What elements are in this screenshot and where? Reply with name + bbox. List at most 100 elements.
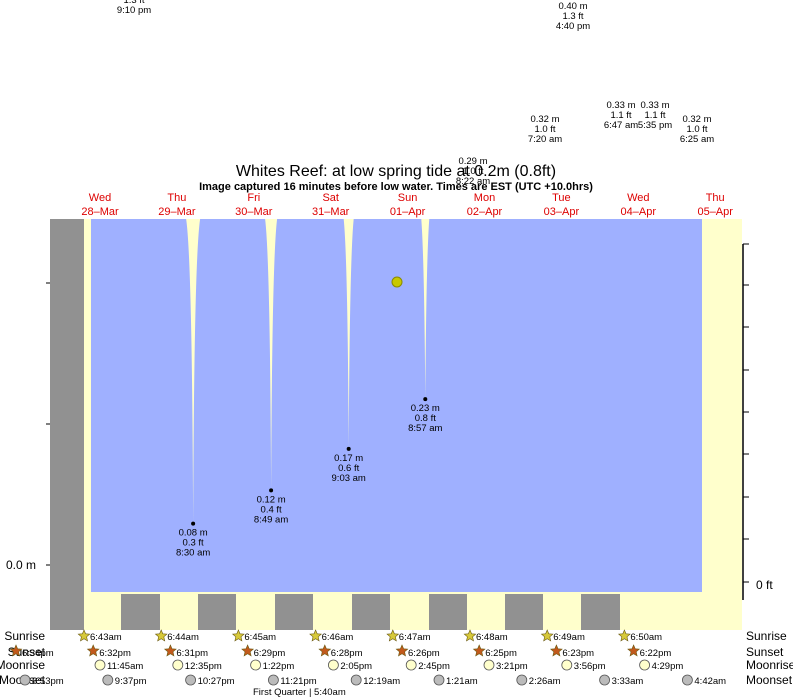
- night-stripe: [352, 594, 390, 630]
- high-tide-metres: 0.33 m: [640, 100, 669, 111]
- low-tide-labels: 0.08 m0.3 ft8:30 am 0.12 m0.4 ft8:49 am 0.…: [176, 397, 443, 559]
- right-axis: [742, 243, 749, 600]
- moonrise-icon: [172, 659, 184, 671]
- high-tide-feet: 1.1 ft: [610, 110, 631, 121]
- high-tide-feet: 1.0 ft: [462, 166, 483, 177]
- sunset-icon: [86, 644, 100, 657]
- low-tide-metres: 0.08 m: [179, 528, 208, 539]
- moonset-icon: [19, 674, 31, 686]
- sunset-icon: [163, 644, 177, 657]
- moonrise-icon: [639, 659, 650, 671]
- night-panel-left: [50, 219, 84, 630]
- high-tide-time: 9:10 pm: [117, 5, 151, 16]
- day-date: 28–Mar: [81, 206, 119, 218]
- night-stripe: [429, 594, 467, 630]
- sunset-icon: [472, 644, 486, 657]
- sunset-time: 6:29pm: [254, 648, 286, 659]
- moonrise-time: 4:29pm: [652, 661, 684, 672]
- day-name: Thu: [167, 192, 186, 204]
- day-name: Thu: [706, 192, 725, 204]
- sunrise-time: 6:50am: [630, 632, 662, 643]
- moonrise-row: 11:45am 12:35pm 1:22pm 2:05pm 2:45pm 3:21pm 3:…: [94, 659, 684, 672]
- sunset-time: 6:31pm: [176, 648, 208, 659]
- moonset-time: 1:21am: [446, 676, 478, 687]
- moonrise-time: 3:21pm: [496, 661, 528, 672]
- day-date: 31–Mar: [312, 206, 350, 218]
- low-tide-metres: 0.17 m: [334, 453, 363, 464]
- moonset-time: 3:33am: [612, 676, 644, 687]
- day-date: 01–Apr: [390, 206, 426, 218]
- day-name: Mon: [474, 192, 495, 204]
- low-tide-time: 8:30 am: [176, 548, 210, 559]
- night-stripe: [121, 594, 160, 630]
- sunrise-time: 6:43am: [90, 632, 122, 643]
- high-tide-metres: 0.29 m: [458, 156, 487, 167]
- moonset-icon: [102, 674, 114, 686]
- moonrise-icon: [250, 659, 262, 671]
- moonset-icon: [350, 674, 362, 686]
- low-tide-point: [423, 397, 428, 402]
- day-date: 04–Apr: [621, 206, 657, 218]
- moonset-icon: [185, 674, 197, 686]
- moonset-icon: [599, 674, 610, 686]
- low-tide-feet: 0.3 ft: [183, 538, 204, 549]
- sunrise-row: 6:43am 6:44am 6:45am 6:46am 6:47am 6:48am 6:49…: [77, 629, 662, 643]
- sunrise-time: 6:45am: [244, 632, 276, 643]
- day-date: 03–Apr: [544, 206, 580, 218]
- high-tide-time: 4:40 pm: [556, 21, 590, 32]
- sunset-row: 6:34pm 6:32pm 6:31pm 6:29pm 6:28pm 6:26pm 6:25…: [9, 644, 671, 659]
- high-tide-metres: 0.32 m: [530, 114, 559, 125]
- low-tide-point: [346, 446, 351, 451]
- moonset-time: 12:19am: [363, 676, 400, 687]
- high-tide-feet: 1.0 ft: [686, 124, 707, 135]
- moonrise-time: 3:56pm: [574, 661, 606, 672]
- right-axis-label: 0 ft: [756, 578, 773, 592]
- sunset-time: 6:23pm: [562, 648, 594, 659]
- high-tide-feet: 1.1 ft: [644, 110, 665, 121]
- sunset-label-right: Sunset: [746, 645, 784, 659]
- high-tide-metres: 0.32 m: [682, 114, 711, 125]
- low-tide-feet: 0.4 ft: [261, 504, 282, 515]
- moonset-icon: [682, 674, 693, 686]
- sunset-time: 6:26pm: [408, 648, 440, 659]
- sunrise-icon: [617, 629, 631, 642]
- moonset-icon: [267, 674, 279, 686]
- low-tide-point: [191, 521, 196, 526]
- day-name: Sat: [322, 192, 339, 204]
- night-stripe: [275, 594, 313, 630]
- water-area: [91, 219, 702, 592]
- row-labels-right: Sunrise Sunset Moonrise Moonset: [746, 629, 793, 687]
- sunrise-icon: [309, 629, 323, 642]
- chart-title: Whites Reef: at low spring tide at 0.2m …: [236, 163, 556, 180]
- moonrise-label-left: Moonrise: [0, 658, 45, 672]
- day-name: Sun: [398, 192, 418, 204]
- moonrise-time: 12:35pm: [185, 661, 222, 672]
- moonset-icon: [516, 674, 528, 686]
- low-tide-time: 8:57 am: [408, 423, 442, 434]
- day-headers: Wed 28–Mar Thu 29–Mar Fri 30–Mar Sat 31–Mar Sun 0…: [81, 192, 733, 218]
- sunrise-time: 6:49am: [553, 632, 585, 643]
- day-name: Tue: [552, 192, 571, 204]
- sunset-icon: [627, 644, 641, 657]
- sunrise-icon: [231, 629, 245, 642]
- high-tide-time: 5:35 pm: [638, 120, 672, 131]
- day-name: Wed: [627, 192, 649, 204]
- low-tide-feet: 0.8 ft: [415, 413, 436, 424]
- moonrise-time: 2:45pm: [418, 661, 450, 672]
- moonset-label-right: Moonset: [746, 673, 793, 687]
- day-date: 05–Apr: [697, 206, 733, 218]
- moonrise-time: 1:22pm: [263, 661, 295, 672]
- night-stripe: [505, 594, 543, 630]
- moonrise-icon: [405, 659, 417, 671]
- high-tide-time: 6:47 am: [604, 120, 638, 131]
- high-tide-feet: 1.3 ft: [562, 11, 583, 22]
- sunset-time: 6:32pm: [99, 648, 131, 659]
- moonrise-icon: [94, 659, 106, 671]
- low-tide-time: 9:03 am: [332, 473, 366, 484]
- sunrise-time: 6:44am: [167, 632, 199, 643]
- high-tide-feet: 1.0 ft: [534, 124, 555, 135]
- moonrise-label-right: Moonrise: [746, 658, 793, 672]
- sunrise-icon: [154, 629, 168, 642]
- chart-subtitle: Image captured 16 minutes before low wat…: [199, 181, 593, 193]
